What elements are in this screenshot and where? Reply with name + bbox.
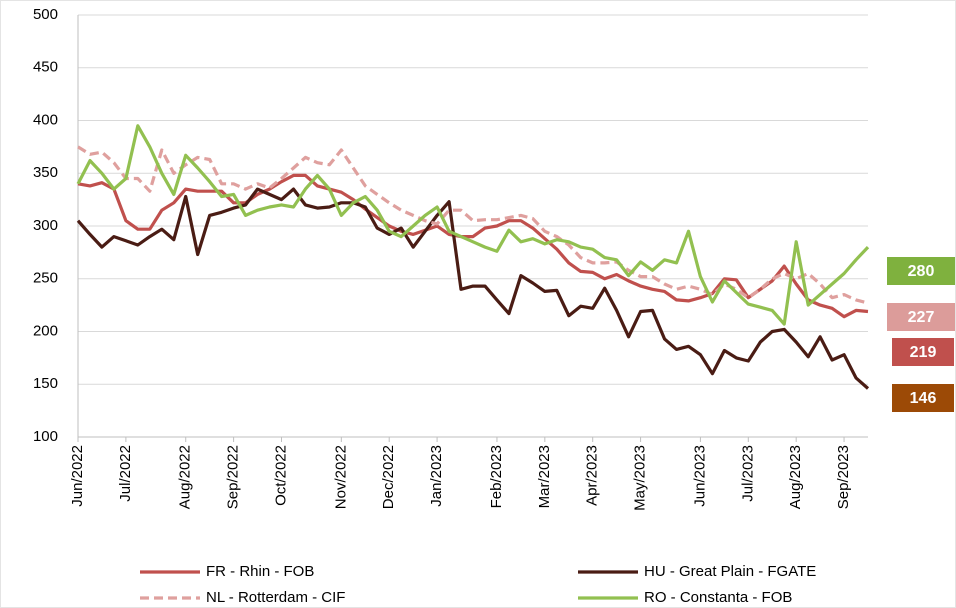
y-tick-label: 500 [33,6,58,23]
x-tick-label: Sep/2023 [835,445,852,509]
end-value-label: 146 [910,390,937,407]
end-value-badge [887,257,955,285]
x-tick-label: Jun/2022 [69,445,86,507]
y-tick-label: 350 [33,164,58,181]
y-tick-label: 100 [33,428,58,445]
x-tick-label: Apr/2023 [584,445,601,506]
x-tick-label: Jan/2023 [428,445,445,507]
series-line [76,124,870,326]
x-tick-label: Jun/2023 [691,445,708,507]
x-tick-label: Jul/2022 [117,445,134,502]
end-value-badge [892,384,954,412]
end-value-badge [892,338,954,366]
x-tick-label: Aug/2022 [177,445,194,509]
x-tick-label: Feb/2023 [488,445,505,508]
series-line [77,173,869,319]
x-tick-label: Aug/2023 [787,445,804,509]
x-tick-label: Dec/2022 [380,445,397,509]
y-tick-label: 150 [33,375,58,392]
y-tick-label: 200 [33,322,58,339]
series-line [76,187,870,390]
end-value-label: 219 [910,344,937,361]
legend-label: RO - Constanta - FOB [644,589,792,606]
x-tick-label: Sep/2022 [225,445,242,509]
x-tick-label: Nov/2022 [332,445,349,509]
x-tick-label: May/2023 [632,445,649,511]
x-tick-label: Oct/2022 [272,445,289,506]
x-tick-label: Mar/2023 [536,445,553,508]
legend-label: FR - Rhin - FOB [206,563,314,580]
end-value-label: 280 [908,263,935,280]
x-tick-label: Jul/2023 [739,445,756,502]
y-tick-label: 250 [33,270,58,287]
end-value-label: 227 [908,309,935,326]
y-tick-label: 450 [33,59,58,76]
y-tick-label: 300 [33,217,58,234]
legend-label: NL - Rotterdam - CIF [206,589,345,606]
y-tick-label: 400 [33,111,58,128]
legend-label: HU - Great Plain - FGATE [644,563,816,580]
series-line [77,145,869,305]
end-value-badge [887,303,955,331]
